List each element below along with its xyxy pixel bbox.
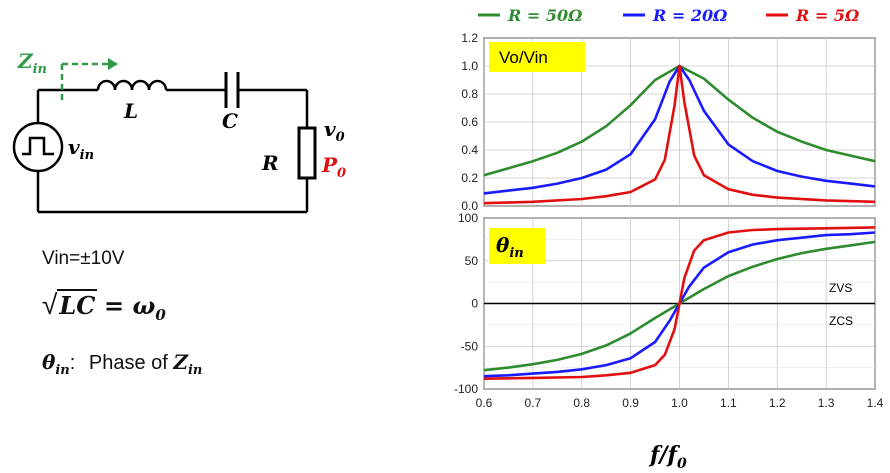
magnitude-y-tick-label: 0.2 (461, 171, 478, 185)
theta-z: Z (173, 350, 188, 374)
omega-rhs: = ω (104, 291, 156, 320)
theta-symbol: θ (42, 350, 56, 374)
x-tick-label: 1.0 (671, 396, 688, 410)
x-tick-label: 0.6 (476, 396, 493, 410)
lc-equation: √LC = ω0 (42, 289, 166, 324)
phase-y-tick-label: 50 (465, 254, 479, 268)
bottom-title-box (489, 228, 545, 264)
x-tick-label: 0.7 (525, 396, 542, 410)
svg-text:R = 5Ω: R = 5Ω (795, 6, 860, 25)
circuit-diagram: Zin vin L C R v0 P0 (12, 49, 346, 214)
capacitor-symbol (224, 72, 240, 108)
magnitude-y-tick-label: 0.8 (461, 87, 478, 101)
theta-sub: in (55, 363, 70, 378)
capacitor-label: C (222, 109, 238, 133)
theta-z-sub: in (187, 363, 203, 378)
theta-colon: : (69, 352, 76, 374)
p0-label: P0 (321, 153, 346, 181)
phase-y-tick-label: -100 (454, 382, 478, 396)
v0-label: v0 (324, 117, 345, 145)
inductor-label: L (123, 99, 138, 123)
x-tick-label: 1.2 (769, 396, 786, 410)
zin-label: Zin (17, 49, 47, 77)
zcs-annotation: ZCS (829, 314, 853, 328)
sqrt-sign: √ (42, 289, 58, 320)
magnitude-y-tick-label: 0.4 (461, 143, 478, 157)
legend-item-r50: R = 50Ω (478, 6, 583, 25)
legend: R = 50Ω R = 20Ω R = 5Ω (478, 6, 860, 25)
phase-y-tick-label: 0 (471, 297, 478, 311)
svg-text:R = 50Ω: R = 50Ω (507, 6, 583, 25)
top-title-box (489, 42, 585, 72)
phase-y-tick-label: -50 (461, 339, 479, 353)
phase-series-line-2 (483, 226, 876, 380)
zin-arrow (60, 58, 118, 100)
x-tick-label: 1.3 (818, 396, 835, 410)
x-tick-label: 0.9 (622, 396, 639, 410)
svg-text:R = 20Ω: R = 20Ω (652, 6, 728, 25)
resistor-symbol (297, 126, 317, 180)
magnitude-y-tick-label: 0.0 (461, 199, 478, 213)
magnitude-y-tick-label: 0.6 (461, 115, 478, 129)
theta-definition: θin: Phase of Zin (42, 350, 202, 378)
theta-text: Phase of (88, 352, 168, 374)
vin-amplitude-text: Vin=±10V (42, 248, 125, 269)
x-tick-label: 1.4 (867, 396, 884, 410)
omega-sub: 0 (155, 305, 166, 324)
lc-radicand: LC (57, 289, 98, 320)
x-tick-label: 1.1 (720, 396, 737, 410)
x-tick-label: 0.8 (573, 396, 590, 410)
vin-label: vin (68, 135, 94, 163)
bottom-title: θin (496, 233, 524, 261)
magnitude-y-tick-label: 1.0 (461, 59, 478, 73)
zvs-annotation: ZVS (829, 281, 852, 295)
legend-item-r5: R = 5Ω (766, 6, 860, 25)
top-title: Vo/Vin (499, 48, 548, 67)
pulse-source-symbol (12, 121, 64, 173)
magnitude-y-tick-label: 1.2 (461, 31, 478, 45)
inductor-symbol (96, 79, 168, 91)
phase-y-tick-label: 100 (458, 211, 478, 225)
legend-item-r20: R = 20Ω (623, 6, 728, 25)
x-axis-label: f/f0 (648, 442, 687, 472)
magnitude-series-line-2 (483, 64, 876, 205)
resistor-label: R (261, 151, 279, 175)
